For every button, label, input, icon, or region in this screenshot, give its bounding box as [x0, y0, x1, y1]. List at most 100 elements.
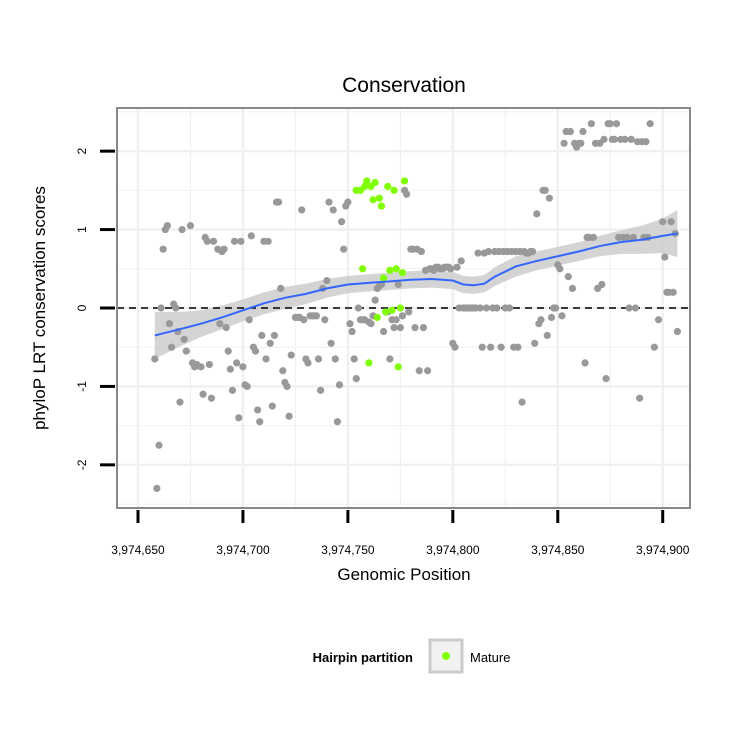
data-point	[403, 190, 411, 198]
data-point	[287, 351, 295, 359]
data-point-mature	[382, 308, 390, 316]
data-point	[275, 198, 283, 206]
data-point	[205, 360, 213, 369]
data-point	[172, 304, 180, 312]
legend: Hairpin partition Mature	[313, 638, 510, 674]
data-point	[178, 225, 186, 234]
x-tick-label: 3,974,750	[321, 543, 375, 557]
data-point	[233, 359, 241, 367]
data-point	[247, 232, 255, 240]
data-point-mature	[363, 177, 371, 185]
data-point	[419, 324, 428, 332]
data-point	[180, 335, 188, 343]
data-point	[277, 284, 285, 292]
y-tick-label: 0	[75, 304, 89, 311]
data-point	[367, 320, 375, 328]
data-point	[216, 320, 224, 328]
data-point	[390, 324, 398, 332]
data-point	[547, 313, 556, 322]
data-point	[386, 355, 394, 363]
data-point	[405, 308, 413, 316]
data-point	[531, 339, 539, 347]
data-point	[642, 138, 650, 146]
data-point-mature	[398, 269, 407, 277]
data-point-mature	[396, 304, 404, 312]
data-point	[579, 127, 587, 136]
data-point	[256, 418, 264, 426]
data-point-mature	[377, 202, 386, 210]
data-point-mature	[358, 265, 367, 273]
y-tick-label: 1	[75, 226, 89, 233]
data-point	[650, 343, 658, 351]
y-tick-label: -2	[75, 459, 89, 470]
data-point	[329, 206, 337, 214]
x-tick-label: 3,974,650	[111, 543, 165, 557]
data-point	[163, 222, 171, 230]
data-points	[151, 120, 682, 492]
data-point	[298, 206, 306, 214]
data-point	[283, 382, 291, 391]
data-point	[623, 233, 631, 242]
x-tick-label: 3,974,700	[216, 543, 270, 557]
data-point	[543, 331, 551, 340]
data-point-mature	[375, 194, 383, 202]
data-point	[398, 312, 407, 320]
data-point	[545, 194, 553, 202]
data-point	[167, 343, 176, 351]
data-point	[300, 316, 308, 324]
data-point	[424, 367, 432, 375]
data-point-mature	[386, 266, 394, 274]
data-point	[537, 316, 545, 324]
smooth-fit-path	[154, 232, 678, 337]
data-point	[333, 418, 341, 426]
legend-label-mature: Mature	[470, 650, 510, 665]
data-point	[560, 139, 568, 147]
data-point	[451, 343, 459, 351]
data-point	[243, 382, 251, 391]
data-point	[518, 398, 526, 406]
data-point	[598, 280, 606, 289]
data-point	[379, 327, 388, 336]
data-point	[474, 249, 482, 257]
data-point	[312, 312, 320, 320]
data-point	[528, 247, 537, 256]
data-point	[636, 394, 644, 402]
data-point	[667, 218, 675, 226]
data-point	[325, 198, 333, 206]
data-point	[417, 247, 425, 256]
data-point	[371, 296, 379, 304]
data-point	[258, 331, 266, 340]
data-point	[182, 347, 190, 355]
data-point	[197, 363, 205, 371]
chart-title: Conservation	[342, 74, 466, 97]
data-point-mature	[369, 196, 377, 204]
data-point	[176, 398, 184, 406]
x-tick-label: 3,974,800	[426, 543, 480, 557]
data-point	[340, 245, 348, 253]
data-point	[344, 198, 352, 206]
data-point	[209, 237, 218, 245]
data-point	[186, 222, 195, 230]
data-point	[541, 186, 549, 194]
data-point	[235, 414, 243, 422]
data-point	[602, 374, 610, 383]
data-point	[631, 304, 640, 312]
data-point	[568, 284, 577, 292]
data-point	[279, 367, 287, 375]
data-point	[228, 386, 237, 394]
data-point	[505, 304, 514, 312]
y-axis: -2 -1 0 1 2	[75, 147, 115, 470]
data-point	[199, 390, 207, 398]
legend-key-mature	[442, 652, 450, 660]
data-point	[627, 135, 635, 143]
data-point	[629, 233, 637, 242]
data-point	[589, 233, 598, 242]
data-point-mature	[388, 306, 396, 314]
y-axis-label: phyloP LRT conservation scores	[30, 186, 49, 430]
data-point-mature	[384, 182, 392, 191]
data-point	[621, 135, 629, 143]
data-point	[457, 257, 465, 265]
data-point	[230, 237, 239, 245]
data-point	[552, 304, 560, 312]
